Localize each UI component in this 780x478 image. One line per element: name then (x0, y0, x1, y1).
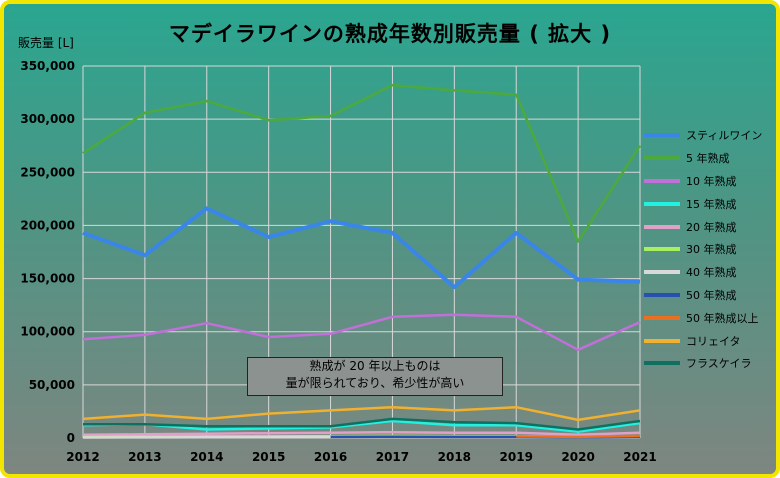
y-tick-label: 200,000 (20, 218, 75, 232)
x-tick-label: 2013 (128, 450, 161, 464)
y-tick-label: 100,000 (20, 325, 75, 339)
series-line (82, 430, 641, 437)
legend-label: 5 年熟成 (686, 152, 730, 166)
legend-swatch (644, 247, 680, 252)
legend-swatch (644, 338, 680, 343)
y-tick-label: 350,000 (20, 59, 75, 73)
series-line (83, 417, 641, 431)
series-line (82, 206, 641, 290)
y-tick-label: 0 (67, 431, 75, 445)
legend-item: 40 年熟成 (644, 261, 762, 284)
legend-label: 50 年熟成 (686, 288, 737, 302)
chart-title: マデイラワインの熟成年数別販売量 ( 拡大 ) (168, 22, 612, 46)
legend-swatch (644, 178, 680, 183)
x-tick-label: 2014 (190, 450, 223, 464)
y-tick-label: 150,000 (20, 272, 75, 286)
legend-swatch (644, 133, 680, 138)
legend-label: 20 年熟成 (686, 220, 737, 234)
y-tick-label: 300,000 (20, 112, 75, 126)
series-line (82, 83, 642, 243)
series-line (82, 405, 641, 422)
legend-label: コリェイタ (686, 334, 741, 348)
series-line (82, 313, 641, 352)
legend-label: スティルワイン (686, 129, 763, 143)
line-chart: 0 50,000 100,000 150,000 200,000 250,000 300,0… (20, 59, 656, 464)
annotation-line-1: 熟成が 20 年以上ものは (309, 359, 441, 373)
legend-item: 30 年熟成 (644, 238, 762, 261)
legend-label: 40 年熟成 (686, 266, 737, 280)
x-axis-ticks: 2012 2013 2014 2015 2016 2017 2018 2019 2020 2021 (66, 450, 656, 464)
legend-item: 10 年熟成 (644, 170, 762, 193)
legend-swatch (644, 224, 680, 229)
series-line (82, 419, 641, 433)
legend-swatch (644, 201, 680, 206)
legend-swatch (644, 315, 680, 320)
x-tick-label: 2019 (500, 450, 533, 464)
y-tick-label: 50,000 (29, 378, 75, 392)
x-tick-label: 2015 (252, 450, 285, 464)
legend-item: 5 年熟成 (644, 147, 762, 170)
legend-swatch (644, 156, 680, 161)
y-axis-ticks: 0 50,000 100,000 150,000 200,000 250,000 300,0… (20, 59, 75, 445)
series-line (516, 434, 641, 439)
y-tick-label: 250,000 (20, 165, 75, 179)
x-tick-label: 2021 (623, 450, 656, 464)
chart-legend: スティルワイン 5 年熟成 10 年熟成 15 年熟成 20 年熟成 30 年熟成 40 年… (644, 124, 762, 375)
legend-swatch (644, 292, 680, 297)
legend-item: 20 年熟成 (644, 215, 762, 238)
x-tick-label: 2016 (314, 450, 347, 464)
x-tick-label: 2018 (438, 450, 471, 464)
y-axis-unit-label: 販売量 [L] (18, 36, 74, 50)
legend-swatch (644, 270, 680, 275)
legend-label: フラスケイラ (686, 357, 752, 371)
legend-item: 15 年熟成 (644, 192, 762, 215)
series-lines (82, 83, 642, 439)
x-tick-label: 2020 (561, 450, 594, 464)
legend-item: フラスケイラ (644, 352, 762, 375)
annotation-box: 熟成が 20 年以上ものは 量が限られており、希少性が高い (247, 357, 503, 396)
legend-item: コリェイタ (644, 329, 762, 352)
legend-swatch (644, 361, 680, 366)
legend-item: スティルワイン (644, 124, 762, 147)
annotation-line-2: 量が限られており、希少性が高い (285, 376, 465, 390)
legend-label: 10 年熟成 (686, 174, 737, 188)
x-tick-label: 2012 (66, 450, 99, 464)
x-tick-label: 2017 (376, 450, 409, 464)
legend-label: 50 年熟成以上 (686, 311, 759, 325)
legend-item: 50 年熟成 (644, 284, 762, 307)
legend-item: 50 年熟成以上 (644, 306, 762, 329)
legend-label: 15 年熟成 (686, 197, 737, 211)
legend-label: 30 年熟成 (686, 243, 737, 257)
